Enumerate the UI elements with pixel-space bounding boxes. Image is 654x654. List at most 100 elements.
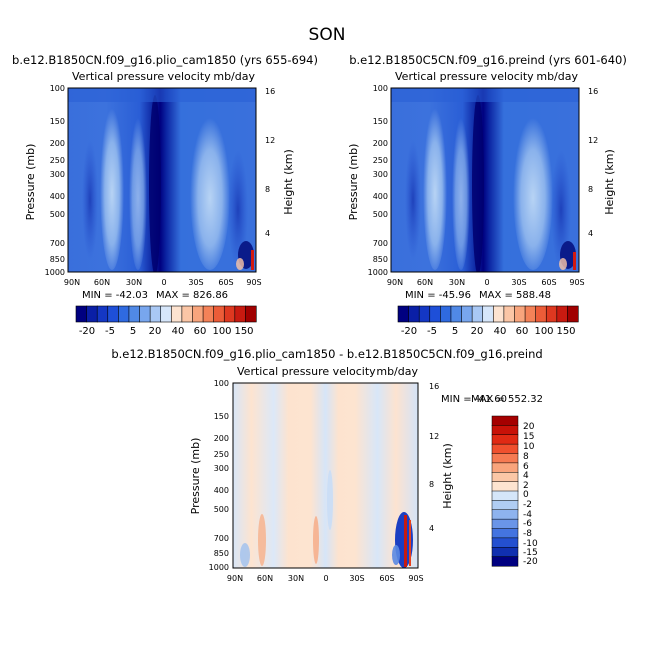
colorbar-label: 20 xyxy=(149,326,162,337)
y-axis-label: Pressure (mb) xyxy=(24,144,37,221)
colorbar xyxy=(397,305,579,323)
panel-subtitle: Vertical pressure velocity xyxy=(237,365,376,378)
colorbar-swatch xyxy=(503,305,516,323)
stat-min: MIN = -42.03 xyxy=(82,290,148,301)
y2-ticks: 16 12 8 4 xyxy=(588,87,598,238)
x-ticks: 90N 60N 30N 0 30S 60S 90S xyxy=(387,278,585,287)
y2-ticks: 16 12 8 4 xyxy=(429,382,439,533)
colorbar-label: 4 xyxy=(523,471,529,481)
y-tick-label: 150 xyxy=(373,117,388,126)
colorbar-swatch xyxy=(491,547,519,558)
y2-axis-label: Height (km) xyxy=(282,149,295,215)
y2-tick-label: 12 xyxy=(588,136,598,145)
stat-max: MAX = 552.32 xyxy=(471,394,543,405)
colorbar-label: 100 xyxy=(534,326,553,337)
y-tick-label: 250 xyxy=(50,156,65,165)
colorbar-swatch xyxy=(491,490,519,501)
colorbar-swatch xyxy=(491,481,519,492)
colorbar-swatch xyxy=(96,305,109,323)
y-tick-label: 300 xyxy=(50,170,65,179)
y2-ticks: 16 12 8 4 xyxy=(265,87,275,238)
colorbar-swatch xyxy=(491,509,519,520)
x-tick-label: 60N xyxy=(417,278,433,287)
colorbar-label: -5 xyxy=(105,326,115,337)
colorbar-swatch xyxy=(491,472,519,483)
y2-tick-label: 4 xyxy=(588,229,593,238)
y2-tick-label: 16 xyxy=(588,87,598,96)
colorbar-label: 15 xyxy=(523,432,534,442)
y-tick-label: 200 xyxy=(373,139,388,148)
y-tick-label: 1000 xyxy=(209,563,229,572)
y-tick-label: 400 xyxy=(50,192,65,201)
colorbar-swatch xyxy=(139,305,151,323)
colorbar-label: -20 xyxy=(523,557,538,567)
panel-units: mb/day xyxy=(376,365,418,378)
y-tick-label: 100 xyxy=(373,84,388,93)
colorbar-swatch xyxy=(202,305,215,323)
colorbar-label: 20 xyxy=(523,422,535,432)
colorbar-label: -20 xyxy=(79,326,95,337)
x-tick-label: 60S xyxy=(541,278,556,287)
colorbar-swatch xyxy=(170,305,183,323)
heatmap-field xyxy=(68,88,256,272)
stat-min: MIN = -41.60 xyxy=(441,394,507,405)
colorbar-swatch xyxy=(492,305,505,323)
colorbar-swatch xyxy=(75,305,88,323)
colorbar-label: 5 xyxy=(452,326,458,337)
colorbar-swatch xyxy=(567,305,579,323)
y-tick-label: 150 xyxy=(214,412,229,421)
y-tick-label: 850 xyxy=(373,255,388,264)
colorbar-swatch xyxy=(418,305,431,323)
colorbar xyxy=(75,305,257,323)
colorbar xyxy=(491,415,519,567)
y-tick-label: 400 xyxy=(373,192,388,201)
y-tick-label: 300 xyxy=(214,464,229,473)
x-tick-label: 90S xyxy=(408,574,423,583)
y-tick-label: 1000 xyxy=(368,268,388,277)
colorbar-label: 2 xyxy=(523,481,529,491)
colorbar-label: 20 xyxy=(471,326,484,337)
stat-max: MAX = 826.86 xyxy=(156,290,228,301)
y2-axis-label: Height (km) xyxy=(441,443,454,509)
y-axis-label: Pressure (mb) xyxy=(347,144,360,221)
heatmap-field xyxy=(233,383,418,568)
panel-units: mb/day xyxy=(213,70,255,83)
colorbar-swatch xyxy=(213,305,225,323)
colorbar-label: 6 xyxy=(523,462,529,472)
colorbar-swatch xyxy=(245,305,257,323)
x-tick-label: 30S xyxy=(349,574,364,583)
colorbar-swatch xyxy=(408,305,420,323)
colorbar-swatch xyxy=(514,305,526,323)
panel-title: b.e12.B1850CN.f09_g16.plio_cam1850 - b.e… xyxy=(111,347,542,361)
colorbar-swatch xyxy=(491,518,519,530)
stat-min: MIN = -45.96 xyxy=(405,290,471,301)
y-tick-label: 150 xyxy=(50,117,65,126)
colorbar-label: 150 xyxy=(556,326,575,337)
y2-tick-label: 16 xyxy=(265,87,275,96)
x-ticks: 90N 60N 30N 0 30S 60S 90S xyxy=(64,278,262,287)
y2-axis-label: Height (km) xyxy=(603,149,616,215)
x-tick-label: 60N xyxy=(94,278,110,287)
colorbar-label: -10 xyxy=(523,539,538,549)
y-tick-label: 250 xyxy=(373,156,388,165)
panel-difference: b.e12.B1850CN.f09_g16.plio_cam1850 - b.e… xyxy=(111,347,543,583)
colorbar-label: 5 xyxy=(130,326,136,337)
colorbar-label: 100 xyxy=(212,326,231,337)
x-tick-label: 30N xyxy=(126,278,142,287)
colorbar-label: 10 xyxy=(523,442,535,452)
y-tick-label: 500 xyxy=(214,505,229,514)
y-axis-label: Pressure (mb) xyxy=(189,438,202,515)
x-tick-label: 60N xyxy=(257,574,273,583)
colorbar-swatch xyxy=(491,556,519,567)
colorbar-swatch xyxy=(429,305,441,323)
colorbar-swatch xyxy=(181,305,194,323)
colorbar-swatch xyxy=(491,462,519,473)
page-title: SON xyxy=(309,25,346,45)
colorbar-swatch xyxy=(450,305,463,323)
y-tick-label: 850 xyxy=(50,255,65,264)
colorbar-label: -15 xyxy=(523,548,538,558)
y-tick-label: 200 xyxy=(214,434,229,443)
x-tick-label: 90N xyxy=(227,574,243,583)
colorbar-label: -5 xyxy=(427,326,437,337)
colorbar-swatch xyxy=(491,415,519,426)
